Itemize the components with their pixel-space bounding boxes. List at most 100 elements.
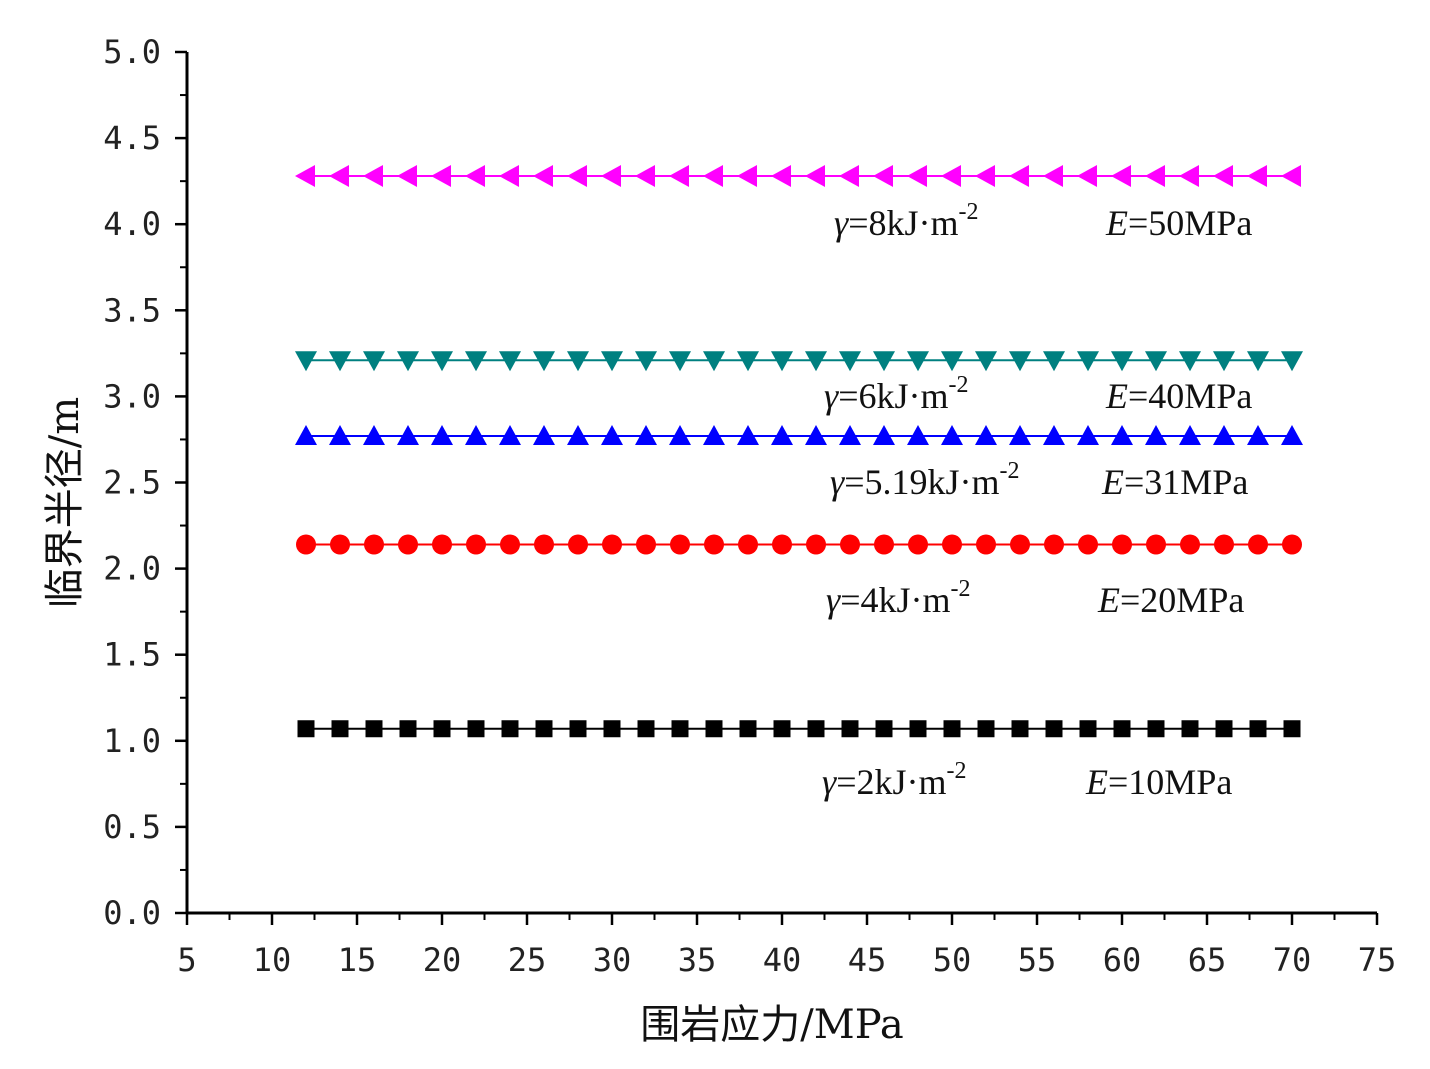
data-point [907,425,929,446]
data-point [941,425,963,446]
y-tick-label: 4.5 [103,119,161,157]
data-point [398,534,418,555]
x-tick-label: 15 [338,941,377,979]
series-triangle-up [295,425,1303,446]
data-point [1111,425,1133,446]
data-point [1215,720,1233,738]
data-point [295,351,317,372]
data-point [874,534,894,555]
x-tick-label: 60 [1103,941,1142,979]
data-point [533,164,553,187]
data-point [602,534,622,555]
modulus-value: =40MPa [1128,376,1252,416]
data-point [703,425,725,446]
data-point [1077,164,1097,187]
data-point [670,534,690,555]
data-point [1145,164,1165,187]
modulus-symbol: E [1101,462,1124,502]
gamma-symbol: γ [824,376,839,416]
data-point [533,351,555,372]
modulus-value: =10MPa [1108,762,1232,802]
data-point [771,425,793,446]
data-point [533,425,555,446]
data-point [465,164,485,187]
data-point [295,425,317,446]
x-tick-label: 10 [253,941,292,979]
data-point [399,720,417,738]
data-point [1010,534,1030,555]
data-point [1009,164,1029,187]
data-point [1011,720,1029,738]
data-point [737,351,759,372]
data-point [499,351,521,372]
x-tick-label: 40 [763,941,802,979]
gamma-exponent: -2 [949,372,969,398]
data-point [431,351,453,372]
data-point [1282,534,1302,555]
gamma-symbol: γ [826,580,841,620]
data-point [603,720,621,738]
data-point [841,720,859,738]
data-point [329,164,349,187]
data-point [637,720,655,738]
data-point [806,534,826,555]
x-tick-label: 50 [933,941,972,979]
annotation-gamma: γ=2kJ·m-2 [822,758,967,802]
y-tick-label: 2.5 [103,464,161,502]
series-triangle-down [295,351,1303,372]
data-point [977,720,995,738]
data-point [771,164,791,187]
data-point [465,425,487,446]
data-point [669,351,691,372]
data-point [1179,351,1201,372]
data-point [569,720,587,738]
data-point [771,351,793,372]
data-point [839,164,859,187]
modulus-value: =31MPa [1124,462,1248,502]
gamma-symbol: γ [834,203,849,243]
data-point [671,720,689,738]
data-point [1078,534,1098,555]
data-point [1043,425,1065,446]
data-point [365,720,383,738]
modulus-value: =20MPa [1120,580,1244,620]
y-axis-title: 临界半径/m [42,397,88,608]
series-triangle-left [295,164,1301,187]
data-point [873,425,895,446]
data-point [1180,534,1200,555]
gamma-value: =5.19kJ·m [844,462,999,502]
data-point [500,534,520,555]
data-point [567,351,589,372]
data-point [1213,425,1235,446]
y-tick-label: 5.0 [103,33,161,71]
data-point [772,534,792,555]
data-point [738,534,758,555]
gamma-value: =8kJ·m [848,203,958,243]
gamma-exponent: -2 [1000,458,1020,484]
data-point [329,351,351,372]
y-tick-label: 0.0 [103,894,161,932]
gamma-value: =4kJ·m [840,580,950,620]
modulus-symbol: E [1097,580,1120,620]
x-axis-title: 围岩应力/MPa [640,1002,903,1048]
gamma-value: =6kJ·m [838,376,948,416]
data-point [501,720,519,738]
data-point [499,425,521,446]
data-point [773,720,791,738]
x-tick-label: 30 [593,941,632,979]
data-point [431,425,453,446]
data-point [909,720,927,738]
data-point [1043,164,1063,187]
data-point [1145,351,1167,372]
data-point [433,720,451,738]
data-point [397,164,417,187]
data-point [669,425,691,446]
data-point [1146,534,1166,555]
data-point [1247,425,1269,446]
data-point [1179,425,1201,446]
data-point [635,351,657,372]
data-point [1045,720,1063,738]
data-point [1247,351,1269,372]
data-point [1281,425,1303,446]
